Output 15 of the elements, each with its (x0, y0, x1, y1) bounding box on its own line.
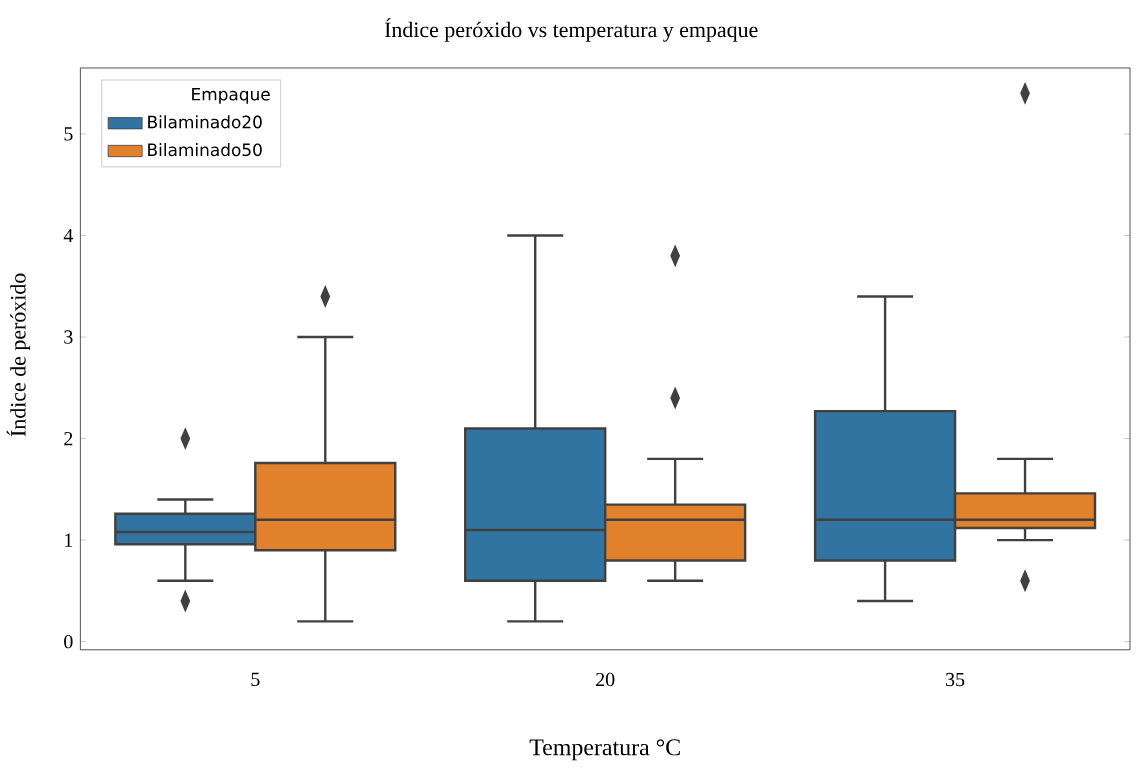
y-axis-title: Índice de peróxido (6, 273, 31, 437)
legend-label: Bilaminado50 (148, 143, 262, 157)
y-tick-label: 4 (63, 229, 74, 243)
y-tick-label: 2 (64, 432, 73, 446)
y-tick-label: 1 (65, 533, 73, 547)
legend-label: Bilaminado20 (148, 115, 262, 129)
x-tick-label: 5 (251, 672, 260, 687)
x-tick-label: 35 (946, 672, 965, 687)
y-tick-label: 0 (64, 635, 73, 649)
chart-title: Índice peróxido vs temperatura y empaque (384, 18, 758, 42)
y-tick-label: 3 (64, 330, 73, 344)
legend-title: Empaque (192, 88, 270, 104)
x-tick-label: 20 (596, 672, 615, 687)
y-tick-label: 5 (64, 127, 73, 141)
x-axis-title: Temperatura °C (529, 739, 680, 761)
